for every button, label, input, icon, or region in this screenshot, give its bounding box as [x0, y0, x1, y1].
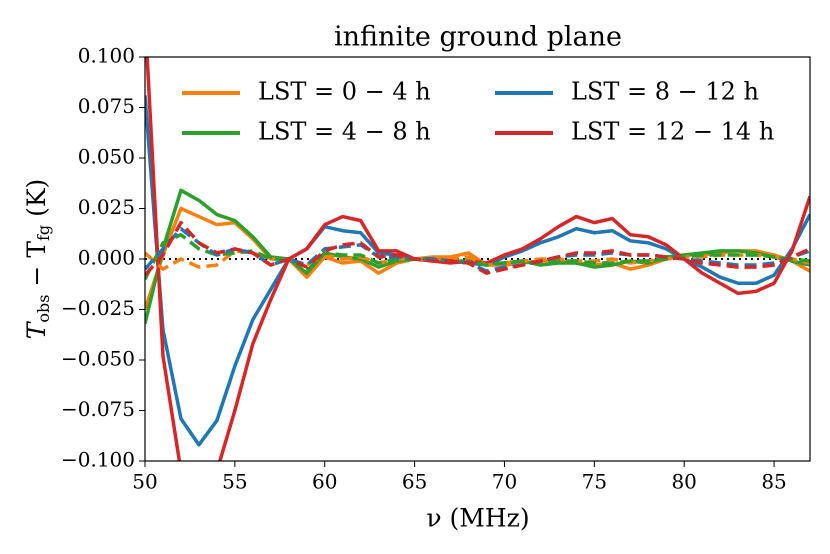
- y-label-part: fg: [34, 225, 53, 241]
- legend-label: LST = 12 − 14 h: [571, 118, 774, 146]
- series-line: [145, 220, 810, 277]
- y-label-part: − T: [22, 241, 51, 295]
- x-tick-label: 60: [312, 470, 337, 494]
- x-tick-label: 50: [132, 470, 157, 494]
- x-tick-label: 55: [222, 470, 247, 494]
- chart-title: infinite ground plane: [334, 22, 622, 53]
- legend-label: LST = 0 − 4 h: [258, 78, 431, 106]
- y-tick-label: 0.000: [78, 246, 135, 270]
- y-label-part: (K): [22, 179, 51, 225]
- y-tick-label: −0.100: [61, 448, 135, 472]
- legend-label: LST = 4 − 8 h: [258, 118, 431, 146]
- plot-area: [145, 57, 810, 461]
- y-axis-label: Tobs − Tfg (K): [22, 179, 53, 340]
- x-tick-label: 80: [671, 470, 696, 494]
- y-tick-label: −0.075: [61, 397, 135, 421]
- y-tick-label: 0.025: [78, 195, 135, 219]
- legend-label: LST = 8 − 12 h: [571, 78, 759, 106]
- series-line: [145, 95, 810, 447]
- y-label-part: obs: [34, 295, 53, 323]
- y-tick-label: −0.025: [61, 296, 135, 320]
- y-tick-label: −0.050: [61, 347, 135, 371]
- y-tick-label: 0.100: [78, 44, 135, 68]
- plot-frame: [144, 56, 811, 462]
- y-label-part: T: [22, 320, 51, 339]
- x-tick-label: 65: [402, 470, 427, 494]
- x-tick-label: 85: [761, 470, 786, 494]
- y-tick-label: 0.050: [78, 145, 135, 169]
- x-tick-label: 75: [582, 470, 607, 494]
- series-line: [145, 233, 810, 280]
- x-axis-label: ν (MHz): [426, 504, 529, 533]
- y-tick-label: 0.075: [78, 94, 135, 118]
- x-tick-label: 70: [492, 470, 517, 494]
